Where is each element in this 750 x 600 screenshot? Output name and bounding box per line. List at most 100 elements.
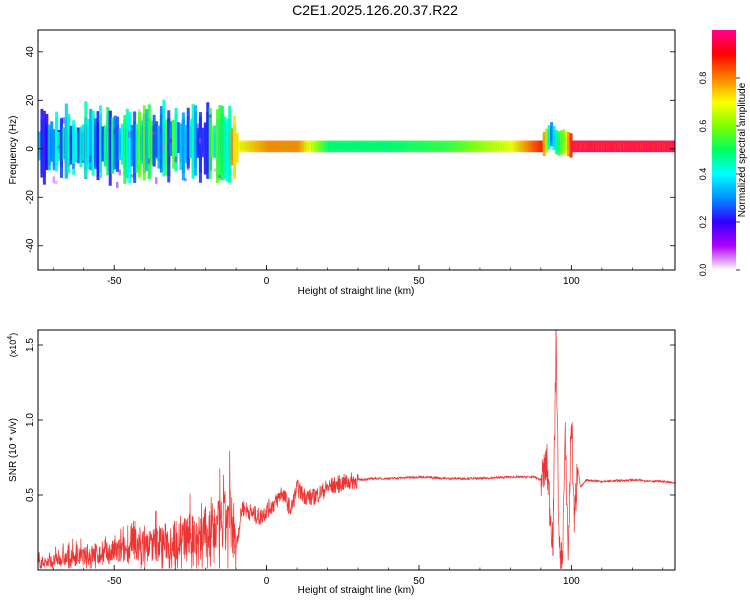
heatmap-cell	[159, 106, 163, 173]
heatmap-cell	[84, 101, 88, 179]
heatmap-cell	[247, 140, 251, 153]
heatmap-cell	[440, 140, 444, 153]
heatmap-cell	[503, 140, 507, 153]
heatmap-cell	[350, 140, 354, 153]
heatmap-cell	[667, 140, 671, 153]
heatmap-cell	[591, 140, 595, 153]
heatmap-cell	[576, 140, 580, 153]
heatmap-cell	[38, 131, 42, 161]
heatmap-cell	[367, 140, 371, 153]
heatmap-cell	[374, 140, 378, 153]
colorbar-label: Normalized spectral amplitude	[737, 82, 748, 217]
heatmap-cell	[423, 140, 427, 153]
y-tick-label: 40	[25, 46, 36, 58]
heatmap-cell	[564, 130, 568, 155]
heatmap-cell	[535, 140, 539, 153]
heatmap-cell	[586, 140, 590, 153]
colorbar-tick-label: 0.6	[698, 120, 708, 133]
heatmap-cell	[62, 127, 66, 160]
heatmap-cell	[511, 140, 515, 153]
snr-x-ticks: -50 0 50 100	[52, 565, 664, 587]
heatmap-cell	[94, 118, 98, 169]
heatmap-cell	[291, 140, 295, 153]
heatmap-cell	[228, 105, 232, 183]
heatmap-cell	[345, 140, 349, 153]
heatmap-cell	[428, 140, 432, 153]
colorbar-ticks: 0.0 0.2 0.4 0.6 0.8	[698, 72, 740, 276]
heatmap-cell	[125, 108, 129, 178]
heatmap-cell	[237, 140, 241, 153]
heatmap-cell	[498, 140, 502, 153]
heatmap-cell	[545, 128, 549, 153]
heatmap-cell	[659, 140, 663, 153]
heatmap-cell	[106, 107, 110, 176]
heatmap-cell	[155, 121, 159, 158]
heatmap-cell	[562, 129, 566, 154]
heatmap-cell	[542, 131, 546, 157]
heatmap-cell	[89, 155, 92, 163]
heatmap-cell	[347, 140, 351, 153]
heatmap-cell	[159, 128, 163, 133]
heatmap-cell	[523, 140, 527, 153]
spectrogram-y-ticks: -40 -20 0 20 40	[25, 46, 675, 253]
heatmap-cell	[162, 99, 166, 177]
heatmap-cell	[81, 124, 85, 161]
heatmap-cell	[113, 115, 117, 170]
spectrogram-panel: -50 0 50 100 -40 -20 0 20 40 Height of straight…	[8, 29, 676, 297]
heatmap-cell	[610, 140, 615, 153]
heatmap-cell	[662, 140, 666, 153]
heatmap-cell	[194, 105, 198, 176]
heatmap-cell	[40, 108, 44, 178]
heatmap-cell	[218, 104, 222, 181]
heatmap-cell	[671, 140, 675, 153]
heatmap-cell	[362, 140, 366, 153]
spectrogram-x-axis-label: Height of straight line (km)	[298, 286, 415, 297]
heatmap-cell	[235, 133, 239, 163]
heatmap-cell	[120, 123, 124, 165]
y-tick-label: -40	[25, 238, 36, 253]
heatmap-cell	[323, 140, 327, 153]
heatmap-cell	[259, 140, 263, 153]
heatmap-cell	[547, 125, 551, 150]
heatmap-cell	[167, 110, 171, 183]
heatmap-cell	[186, 107, 190, 169]
heatmap-cell	[198, 112, 202, 183]
heatmap-cell	[279, 140, 283, 153]
heatmap-cell	[101, 136, 104, 140]
heatmap-cell	[137, 109, 141, 112]
heatmap-cell	[632, 140, 636, 153]
heatmap-cell	[264, 140, 268, 153]
colorbar: 0.0 0.2 0.4 0.6 0.8 Normalized spectral ampl…	[698, 30, 748, 276]
heatmap-cell	[296, 140, 300, 153]
heatmap-cell	[281, 140, 285, 153]
heatmap-cell	[532, 140, 537, 153]
colorbar-gradient	[712, 30, 736, 270]
heatmap-cell	[179, 123, 183, 170]
heatmap-cell	[215, 109, 220, 183]
heatmap-cell	[286, 140, 290, 153]
heatmap-cell	[364, 140, 368, 153]
heatmap-cell	[50, 121, 54, 162]
heatmap-cell	[123, 114, 127, 184]
heatmap-cell	[654, 140, 658, 153]
heatmap-cell	[213, 125, 217, 158]
heatmap-cell	[550, 122, 554, 147]
heatmap-cell	[335, 140, 339, 153]
y-tick-label: 0	[25, 146, 36, 152]
heatmap-cell	[262, 140, 266, 153]
heatmap-cell	[518, 140, 522, 153]
heatmap-cell	[55, 181, 58, 185]
heatmap-cell	[128, 111, 132, 183]
heatmap-cell	[103, 125, 107, 167]
heatmap-cell	[376, 140, 380, 153]
heatmap-cell	[101, 126, 105, 162]
heatmap-cell	[657, 140, 661, 153]
heatmap-cell	[450, 140, 454, 153]
heatmap-cell	[635, 140, 639, 153]
heatmap-cell	[118, 128, 122, 161]
heatmap-cell	[67, 113, 71, 174]
heatmap-cell	[630, 140, 634, 153]
heatmap-cell	[391, 140, 395, 153]
heatmap-cell	[147, 158, 151, 164]
heatmap-cell	[274, 140, 278, 153]
